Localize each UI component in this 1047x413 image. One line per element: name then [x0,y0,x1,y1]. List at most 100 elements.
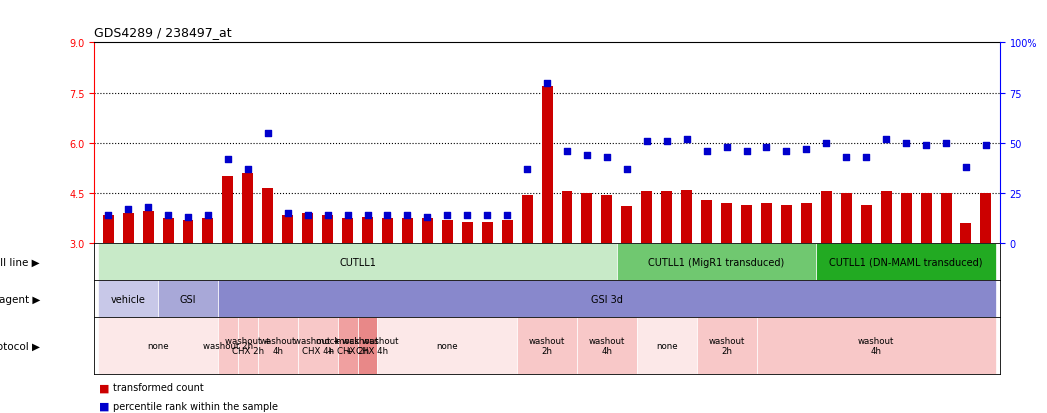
Bar [900,194,912,244]
Text: cell line ▶: cell line ▶ [0,257,40,267]
Bar [617,244,817,280]
Point [280,210,296,217]
Bar [757,317,996,374]
Bar [442,220,452,244]
Text: CUTLL1: CUTLL1 [339,257,376,267]
Point [139,204,156,211]
Bar [283,215,293,244]
Bar [881,192,892,244]
Text: CUTLL1 (MigR1 transduced): CUTLL1 (MigR1 transduced) [648,257,785,267]
Point [877,136,894,143]
Point [518,166,535,173]
Point [319,212,336,219]
Bar [721,204,732,244]
Bar [357,317,378,374]
Bar [502,220,513,244]
Bar [402,218,413,244]
Bar [297,317,337,374]
Point [938,140,955,147]
Bar [960,224,972,244]
Bar [142,212,154,244]
Text: washout +
CHX 2h: washout + CHX 2h [225,336,271,355]
Point [958,164,975,171]
Bar [801,204,811,244]
Bar [841,194,852,244]
Bar [337,317,357,374]
Bar [920,194,932,244]
Text: washout 2h: washout 2h [203,341,253,350]
Point [379,212,396,219]
Text: transformed count: transformed count [113,382,204,392]
Bar [601,195,612,244]
Bar [581,194,593,244]
Point [639,138,655,145]
Point [99,212,116,219]
Point [359,212,376,219]
Bar [621,207,632,244]
Point [619,166,636,173]
Point [659,138,675,145]
Text: none: none [148,341,169,350]
Bar [258,317,297,374]
Text: washout
4h: washout 4h [588,336,625,355]
Point [299,212,316,219]
Point [838,154,854,161]
Point [260,130,276,137]
Point [778,148,795,155]
Bar [162,218,174,244]
Text: washout
4h: washout 4h [859,336,894,355]
Bar [303,214,313,244]
Bar [662,192,672,244]
Point [798,146,815,153]
Bar [263,189,273,244]
Point [159,212,176,219]
Bar [521,195,533,244]
Point [538,80,555,87]
Text: washout +
CHX 4h: washout + CHX 4h [294,336,341,355]
Bar [696,317,757,374]
Bar [741,205,752,244]
Text: mock washout
+ CHX 4h: mock washout + CHX 4h [336,336,399,355]
Bar [158,280,218,317]
Bar [682,190,692,244]
Text: GSI 3d: GSI 3d [591,294,623,304]
Text: percentile rank within the sample: percentile rank within the sample [113,401,279,411]
Point [240,166,257,173]
Bar [218,317,238,374]
Point [599,154,616,161]
Bar [382,218,393,244]
Text: ■: ■ [99,382,110,392]
Bar [821,192,831,244]
Bar [238,317,258,374]
Bar [98,244,617,280]
Text: none: none [655,341,677,350]
Text: ■: ■ [99,401,110,411]
Point [498,212,515,219]
Point [978,142,995,149]
Bar [98,280,158,317]
Bar [242,173,253,244]
Bar [980,194,992,244]
Bar [817,244,996,280]
Bar [561,192,573,244]
Bar [202,218,214,244]
Point [818,140,834,147]
Bar [577,317,637,374]
Point [678,136,695,143]
Bar [861,205,872,244]
Bar [103,215,114,244]
Bar [940,194,952,244]
Bar [362,217,373,244]
Bar [322,215,333,244]
Bar [218,280,996,317]
Bar [642,192,652,244]
Text: washout
2h: washout 2h [529,336,565,355]
Bar [222,177,233,244]
Bar [122,214,134,244]
Bar [482,222,493,244]
Bar [541,87,553,244]
Text: vehicle: vehicle [111,294,146,304]
Bar [637,317,696,374]
Point [478,212,495,219]
Text: none: none [437,341,459,350]
